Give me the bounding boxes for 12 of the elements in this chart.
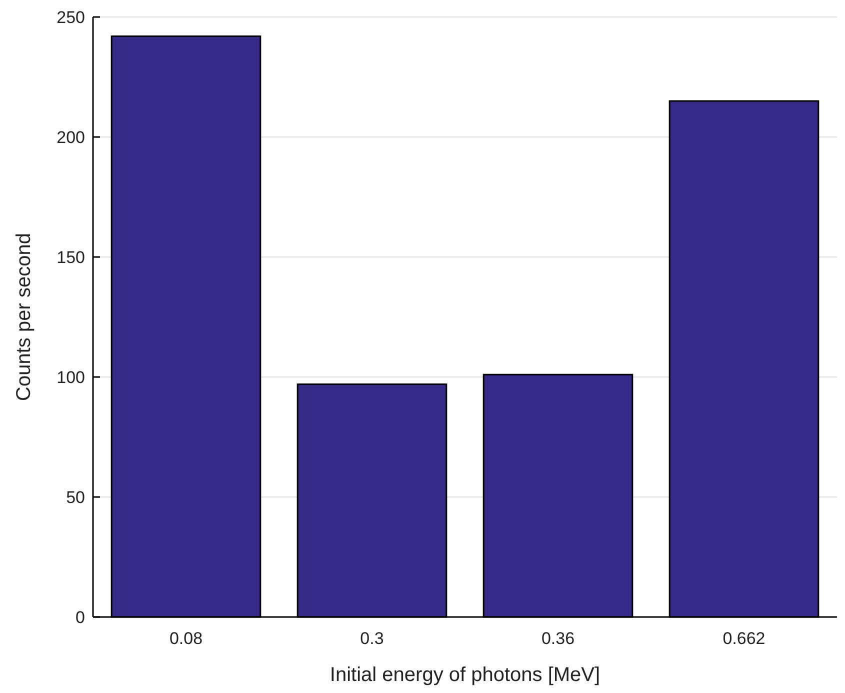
y-tick-label: 250 [56,8,85,27]
y-tick-label: 100 [56,368,85,387]
x-tick-label: 0.662 [722,629,766,648]
y-tick-label: 0 [76,608,85,627]
y-axis-title: Counts per second [13,233,35,401]
y-tick-label: 200 [56,128,85,147]
x-axis-title: Initial energy of photons [MeV] [330,664,600,686]
x-tick-label: 0.08 [169,629,203,648]
x-tick-label: 0.36 [541,629,575,648]
y-tick-label: 50 [66,488,85,507]
y-tick-label: 150 [56,248,85,267]
x-tick-label: 0.3 [360,629,384,648]
